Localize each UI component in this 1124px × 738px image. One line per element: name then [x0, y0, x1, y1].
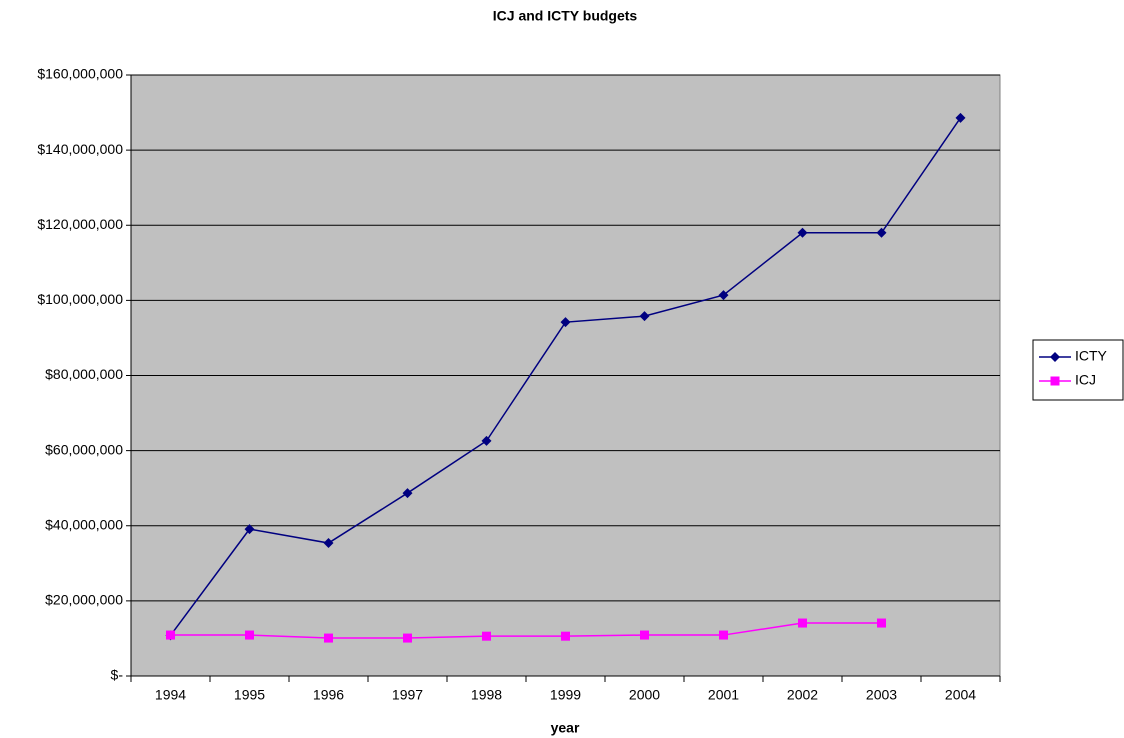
x-tick-label: 2004	[945, 687, 976, 703]
data-point	[481, 435, 492, 446]
y-tick-label: $-	[111, 667, 124, 683]
y-tick-label: $20,000,000	[45, 592, 123, 608]
x-tick-label: 2000	[629, 687, 660, 703]
x-tick-label: 1998	[471, 687, 502, 703]
data-point	[797, 227, 808, 238]
data-point	[719, 630, 728, 640]
y-tick-label: $140,000,000	[37, 141, 123, 157]
x-tick-label: 2003	[866, 687, 897, 703]
x-tick-label: 1994	[155, 687, 186, 703]
y-tick-label: $120,000,000	[37, 216, 123, 232]
data-point	[166, 630, 175, 640]
data-point	[877, 618, 886, 628]
data-point	[718, 290, 729, 301]
data-point	[324, 633, 333, 643]
x-tick-label: 1995	[234, 687, 265, 703]
y-tick-label: $160,000,000	[37, 66, 123, 82]
data-point	[561, 631, 570, 641]
x-tick-label: 1997	[392, 687, 423, 703]
x-tick-label: 2002	[787, 687, 818, 703]
data-point	[640, 630, 649, 640]
data-point	[323, 538, 334, 549]
y-tick-label: $40,000,000	[45, 516, 123, 532]
data-point	[244, 524, 255, 535]
data-point	[798, 618, 807, 628]
chart-title: ICJ and ICTY budgets	[493, 8, 638, 24]
legend-label: ICTY	[1075, 348, 1108, 364]
data-point	[876, 227, 887, 238]
legend-marker	[1050, 352, 1060, 362]
legend-label: ICJ	[1075, 372, 1096, 388]
legend-marker	[1050, 376, 1060, 386]
y-tick-label: $60,000,000	[45, 441, 123, 457]
x-tick-label: 2001	[708, 687, 739, 703]
data-point	[560, 317, 571, 328]
series-line	[170, 622, 882, 639]
data-point	[482, 631, 491, 641]
data-point	[403, 633, 412, 643]
x-tick-label: 1999	[550, 687, 581, 703]
data-point	[639, 311, 650, 322]
y-tick-label: $100,000,000	[37, 291, 123, 307]
data-point	[955, 112, 966, 123]
x-tick-label: 1996	[313, 687, 344, 703]
legend-box	[1032, 339, 1124, 401]
data-point	[402, 488, 413, 499]
x-axis-label: year	[551, 720, 580, 736]
y-tick-label: $80,000,000	[45, 366, 123, 382]
data-point	[245, 630, 254, 640]
